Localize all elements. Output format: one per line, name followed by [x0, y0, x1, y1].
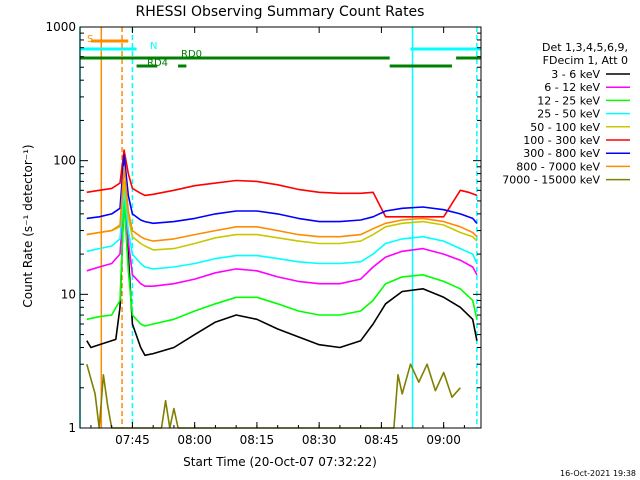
flag-label-rd0: RD0: [181, 49, 202, 60]
y-tick-label-10: 10: [61, 287, 76, 301]
chart-title: RHESSI Observing Summary Count Rates: [136, 4, 425, 20]
legend-label-3-6-kev: 3 - 6 keV: [551, 68, 600, 81]
legend-header-0: Det 1,3,4,5,6,9,: [542, 41, 628, 54]
x-tick-label-08-30: 08:30: [302, 433, 337, 447]
x-tick-label-07-45: 07:45: [115, 433, 150, 447]
series-line-25-50-kev: [86, 189, 478, 270]
x-tick-label-08-00: 08:00: [177, 433, 212, 447]
series-line-50-100-kev: [86, 180, 478, 251]
legend-label-6-12-kev: 6 - 12 keV: [544, 81, 600, 94]
legend-label-25-50-kev: 25 - 50 keV: [537, 108, 600, 121]
series-line-100-300-kev: [86, 149, 478, 218]
y-tick-layer: 1 10 100 1000: [45, 20, 481, 435]
legend-label-12-25-kev: 12 - 25 keV: [537, 94, 600, 107]
series-line-6-12-kev: [86, 194, 478, 288]
series-line-800-7000-kev: [86, 166, 478, 242]
flag-label-s: S: [87, 34, 93, 45]
y-tick-label-1000: 1000: [45, 20, 76, 34]
vertical-marker-layer: [79, 27, 478, 428]
x-tick-label-08-15: 08:15: [240, 433, 275, 447]
x-tick-label-09-00: 09:00: [426, 433, 461, 447]
y-axis-label: Count Rate (s⁻¹ detector⁻¹): [21, 144, 35, 307]
footer-timestamp: 16-Oct-2021 19:38: [560, 469, 636, 478]
flag-label-rd4: RD4: [147, 58, 168, 69]
series-line-300-800-kev: [86, 154, 478, 225]
plot-frame: [79, 26, 482, 429]
legend-label-300-800-kev: 300 - 800 keV: [523, 147, 600, 160]
x-tick-layer: 07:45 08:00 08:15 08:30 08:45 09:00: [90, 27, 465, 447]
x-tick-label-08-45: 08:45: [364, 433, 399, 447]
legend-layer: Det 1,3,4,5,6,9,FDecim 1, Att 03 - 6 keV…: [502, 41, 630, 187]
y-tick-label-100: 100: [53, 154, 76, 168]
series-line-7000-15000-kev: [86, 363, 461, 429]
y-tick-label-1: 1: [68, 421, 76, 435]
flag-bar-layer: S N RD0 RD4: [80, 34, 481, 69]
legend-label-7000-15000-kev: 7000 - 15000 keV: [502, 174, 600, 187]
series-layer: [86, 149, 478, 429]
legend-label-100-300-kev: 100 - 300 keV: [523, 134, 600, 147]
flag-label-n: N: [150, 41, 157, 52]
legend-header-1: FDecim 1, Att 0: [543, 54, 628, 67]
legend-label-800-7000-kev: 800 - 7000 keV: [516, 160, 600, 173]
series-line-12-25-kev: [86, 200, 478, 327]
x-axis-label: Start Time (20-Oct-07 07:32:22): [183, 455, 377, 469]
legend-label-50-100-kev: 50 - 100 keV: [530, 121, 600, 134]
